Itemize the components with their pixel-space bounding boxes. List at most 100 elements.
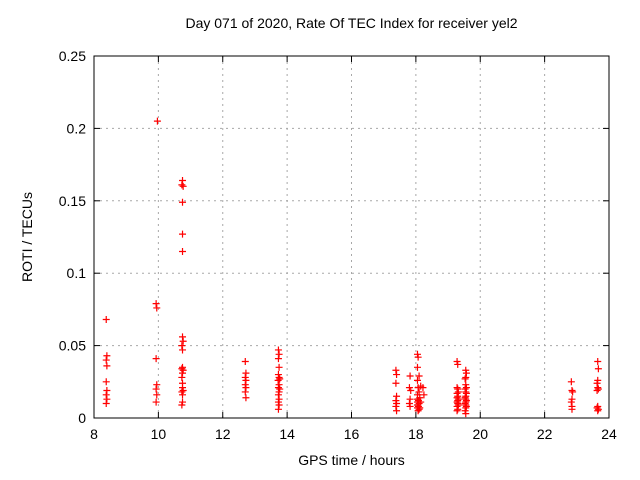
data-point-marker [568,405,576,413]
data-point-marker [274,391,282,399]
data-point-marker [179,337,187,345]
data-point-marker [274,384,282,392]
data-point-marker [179,230,187,238]
y-axis-label: ROTI / TECUs [19,192,35,282]
data-point-marker [242,384,250,392]
data-point-marker [275,350,283,358]
data-point-marker [102,378,110,386]
x-tick-label: 20 [472,426,488,442]
data-point-marker [102,391,110,399]
data-point-marker [594,358,602,366]
data-point-marker [153,381,161,389]
data-point-marker [462,369,470,377]
data-point-marker [179,369,187,377]
data-point-marker [103,395,111,403]
data-point-marker [594,407,602,415]
data-point-marker [414,353,422,361]
data-point-marker [152,300,160,308]
data-point-marker [179,198,187,206]
data-point-marker [594,385,602,393]
data-point-marker [594,365,602,373]
data-point-marker [241,358,249,366]
data-point-marker [178,342,186,350]
data-point-marker [179,177,187,185]
data-point-marker [567,398,575,406]
data-point-marker [275,401,283,409]
data-point-marker [407,386,415,394]
data-point-marker [393,407,401,415]
data-point-marker [102,356,110,364]
data-point-marker [454,360,462,368]
data-point-marker [179,333,187,341]
data-point-marker [275,363,283,371]
data-point-marker [178,373,186,381]
data-point-marker [569,388,577,396]
data-point-marker [419,384,427,392]
data-point-marker [413,363,421,371]
data-point-marker [241,388,249,396]
data-point-marker [462,402,470,410]
y-tick-label: 0.2 [67,120,87,136]
x-tick-label: 14 [279,426,295,442]
data-point-marker [103,386,111,394]
data-point-marker [406,395,414,403]
data-point-marker [453,407,461,415]
x-tick-label: 10 [151,426,167,442]
axis-border [93,55,610,419]
y-tick-label: 0 [78,410,86,426]
data-point-marker [414,407,422,415]
data-point-marker [179,391,187,399]
data-point-marker [415,405,423,413]
data-point-marker [179,182,187,190]
y-tick-label: 0.05 [59,338,86,354]
y-tick-label: 0.15 [59,193,86,209]
y-tick-label: 0.1 [67,265,87,281]
data-point-marker [102,400,110,408]
data-point-marker [454,388,462,396]
data-point-marker [454,401,462,409]
data-point-marker [152,398,160,406]
data-point-marker [274,405,282,413]
data-point-marker [393,371,401,379]
data-point-marker [153,117,161,125]
data-point-marker [392,379,400,387]
x-tick-label: 8 [90,426,98,442]
data-point-marker [179,346,187,354]
data-point-marker [454,405,462,413]
chart-title: Day 071 of 2020, Rate Of TEC Index for r… [185,15,518,31]
data-point-marker [274,346,282,354]
data-point-marker [152,385,160,393]
data-point-marker [593,379,601,387]
data-point-marker [179,386,187,394]
data-point-marker [462,373,470,381]
data-point-marker [392,366,400,374]
data-point-marker [274,355,282,363]
data-point-marker [406,372,414,380]
x-tick-label: 12 [215,426,231,442]
data-point-marker [178,401,186,409]
data-point-marker [103,352,111,360]
data-point-marker [568,386,576,394]
data-point-marker [274,376,282,384]
data-point-marker [103,362,111,370]
data-point-marker [461,375,469,383]
data-point-marker [415,372,423,380]
data-point-marker [242,376,250,384]
x-tick-label: 24 [601,426,617,442]
data-point-marker [153,304,161,312]
x-axis-label: GPS time / hours [298,452,405,468]
data-point-marker [593,386,601,394]
x-tick-label: 22 [537,426,553,442]
data-point-marker [462,410,470,418]
x-tick-label: 16 [344,426,360,442]
data-point-marker [406,402,414,410]
data-point-marker [594,405,602,413]
data-point-marker [152,355,160,363]
y-tick-label: 0.25 [59,48,86,64]
x-tick-label: 18 [408,426,424,442]
data-point-marker [276,375,284,383]
data-point-marker [567,378,575,386]
data-point-marker [392,402,400,410]
